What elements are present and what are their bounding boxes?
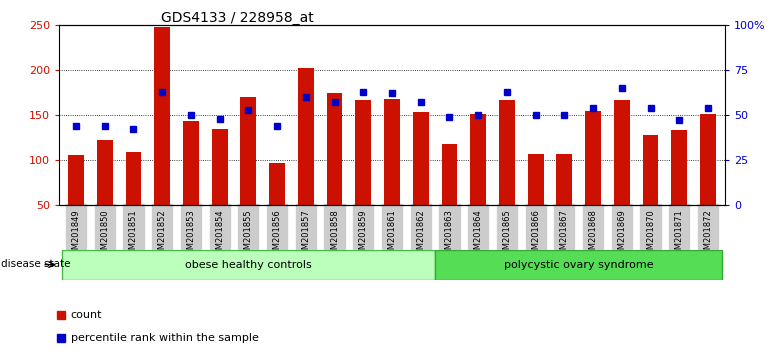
Bar	[183, 121, 199, 205]
Bar	[68, 155, 84, 205]
Bar	[241, 97, 256, 205]
Bar	[614, 100, 630, 205]
Bar	[298, 68, 314, 205]
Text: GDS4133 / 228958_at: GDS4133 / 228958_at	[161, 11, 314, 25]
Bar	[269, 163, 285, 205]
Bar	[643, 135, 659, 205]
Text: percentile rank within the sample: percentile rank within the sample	[71, 333, 259, 343]
Bar	[557, 154, 572, 205]
Bar	[441, 144, 457, 205]
Bar	[585, 110, 601, 205]
Bar	[470, 114, 486, 205]
Bar	[62, 250, 435, 280]
Bar	[413, 112, 429, 205]
Text: disease state: disease state	[1, 259, 71, 269]
Text: count: count	[71, 310, 102, 320]
Bar	[671, 130, 687, 205]
Bar	[384, 99, 400, 205]
Text: obese healthy controls: obese healthy controls	[185, 259, 312, 270]
Bar	[212, 130, 227, 205]
Bar	[355, 100, 371, 205]
Bar	[125, 152, 141, 205]
Bar	[154, 27, 170, 205]
Bar	[499, 100, 515, 205]
Bar	[528, 154, 543, 205]
Bar	[435, 250, 722, 280]
Bar	[327, 93, 343, 205]
Bar	[97, 140, 113, 205]
Bar	[700, 114, 716, 205]
Text: polycystic ovary syndrome: polycystic ovary syndrome	[504, 259, 654, 270]
